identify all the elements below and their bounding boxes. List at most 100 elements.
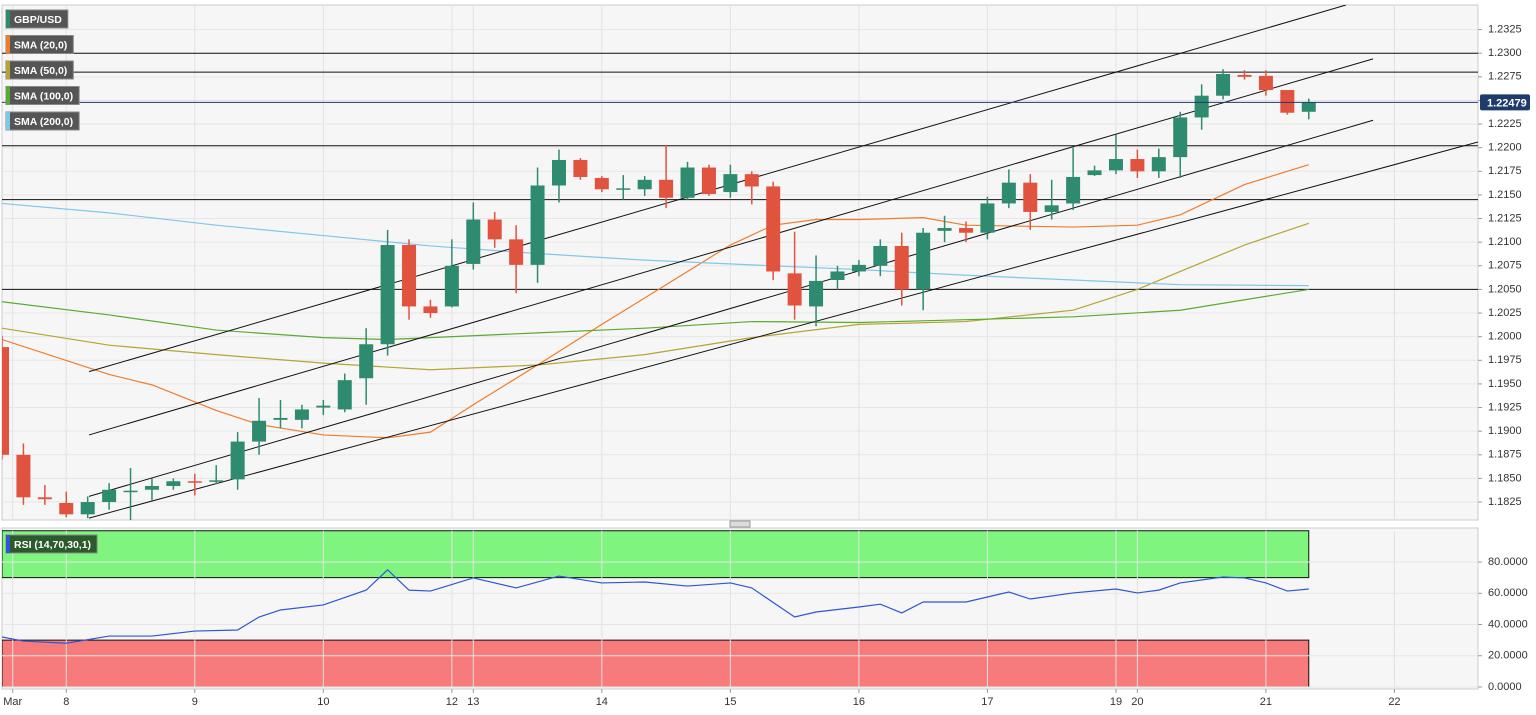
candle-body <box>637 179 652 190</box>
candle-body <box>273 417 288 420</box>
candle-body <box>1023 182 1038 212</box>
candle-body <box>1301 102 1316 112</box>
x-tick-label: 17 <box>981 696 993 708</box>
x-tick-label: 8 <box>63 696 69 708</box>
legend-swatch <box>6 112 10 130</box>
candle-body <box>466 219 481 264</box>
candle-body <box>423 306 438 314</box>
candle-body <box>402 245 417 307</box>
candle-body <box>1173 117 1188 158</box>
sma-line <box>2 202 1309 287</box>
y-tick-label: 40.0000 <box>1488 618 1528 630</box>
legend-label: SMA (200,0) <box>14 116 73 128</box>
candle-body <box>16 454 31 498</box>
trend-line <box>88 141 1478 519</box>
y-tick-label: 80.0000 <box>1488 556 1528 568</box>
candle-body <box>380 245 395 345</box>
y-tick-label: 1.1950 <box>1488 378 1522 390</box>
candle-body <box>359 344 374 379</box>
x-tick-label: 10 <box>317 696 329 708</box>
legend-swatch <box>6 61 10 79</box>
panel-resize-handle[interactable] <box>729 520 751 528</box>
candle-body <box>787 273 802 306</box>
x-tick-label: 9 <box>192 696 198 708</box>
x-tick-label: 13 <box>467 696 479 708</box>
candle-body <box>530 185 545 265</box>
candle-body <box>894 245 909 290</box>
candle-body <box>551 159 566 186</box>
candle-body <box>1151 157 1166 172</box>
y-tick-label: 1.2275 <box>1488 71 1522 83</box>
x-tick-label: Mar <box>3 696 22 708</box>
y-tick-label: 1.2000 <box>1488 331 1522 343</box>
legend-label: GBP/USD <box>14 14 62 26</box>
x-tick-label: 22 <box>1388 696 1400 708</box>
candle-body <box>594 177 609 190</box>
candle-body <box>316 405 331 408</box>
candle-body <box>959 228 974 233</box>
y-tick-label: 1.2050 <box>1488 283 1522 295</box>
candle-body <box>37 497 52 500</box>
candle-body <box>1001 182 1016 204</box>
candle-body <box>1194 95 1209 118</box>
candle-body <box>123 490 138 493</box>
candle-body <box>1044 205 1059 212</box>
candle-body <box>187 481 202 483</box>
y-tick-label: 60.0000 <box>1488 587 1528 599</box>
x-tick-label: 12 <box>446 696 458 708</box>
y-tick-label: 1.1900 <box>1488 425 1522 437</box>
candle-body <box>830 271 845 280</box>
candle-body <box>252 420 267 442</box>
candle-body <box>80 502 95 515</box>
trend-line <box>88 5 1347 373</box>
candle-body <box>1237 74 1252 77</box>
candle-body <box>209 480 224 482</box>
candle-body <box>509 239 524 265</box>
y-tick-label: 1.2300 <box>1488 47 1522 59</box>
candle-body <box>851 264 866 272</box>
legend-swatch <box>6 35 10 54</box>
last-price-label: 1.22479 <box>1487 97 1527 109</box>
y-tick-label: 1.2025 <box>1488 307 1522 319</box>
candle-body <box>487 219 502 240</box>
last-price-box <box>1480 94 1530 111</box>
candle-body <box>166 481 181 486</box>
candle-body <box>294 409 309 420</box>
candle-body <box>1216 73 1231 96</box>
candle-body <box>144 485 159 490</box>
candle-body <box>1087 170 1102 176</box>
legend-label: SMA (100,0) <box>14 90 73 102</box>
sma-line <box>2 288 1309 341</box>
y-tick-label: 1.1925 <box>1488 401 1522 413</box>
candle-body <box>1108 159 1123 171</box>
candle-body <box>744 174 759 187</box>
x-tick-label: 21 <box>1260 696 1272 708</box>
legend-label: SMA (20,0) <box>14 39 67 51</box>
y-tick-label: 1.1850 <box>1488 472 1522 484</box>
legend-label: RSI (14,70,30,1) <box>14 539 91 551</box>
candle-body <box>916 232 931 290</box>
candle-body <box>1258 75 1273 91</box>
candle-body <box>59 502 74 515</box>
price-panel <box>1 4 1479 521</box>
legend-swatch <box>6 86 10 105</box>
legend-label: SMA (50,0) <box>14 65 67 77</box>
y-tick-label: 1.2225 <box>1488 118 1522 130</box>
rsi-line <box>2 568 1309 644</box>
sma-line <box>2 222 1309 371</box>
chart-layer: 1.23251.23001.22751.22501.22251.22001.21… <box>2 5 1530 708</box>
candle-body <box>680 167 695 198</box>
candle-body <box>1280 90 1295 113</box>
y-tick-label: 1.2100 <box>1488 236 1522 248</box>
candle-body <box>809 280 824 307</box>
candle-body <box>616 188 631 190</box>
y-tick-label: 0.0000 <box>1488 681 1522 693</box>
x-tick-label: 20 <box>1131 696 1143 708</box>
y-tick-label: 1.2150 <box>1488 189 1522 201</box>
x-tick-label: 16 <box>853 696 865 708</box>
x-tick-label: 14 <box>596 696 608 708</box>
candle-body <box>980 203 995 233</box>
plot-layer <box>2 530 1478 688</box>
candle-body <box>102 489 117 503</box>
